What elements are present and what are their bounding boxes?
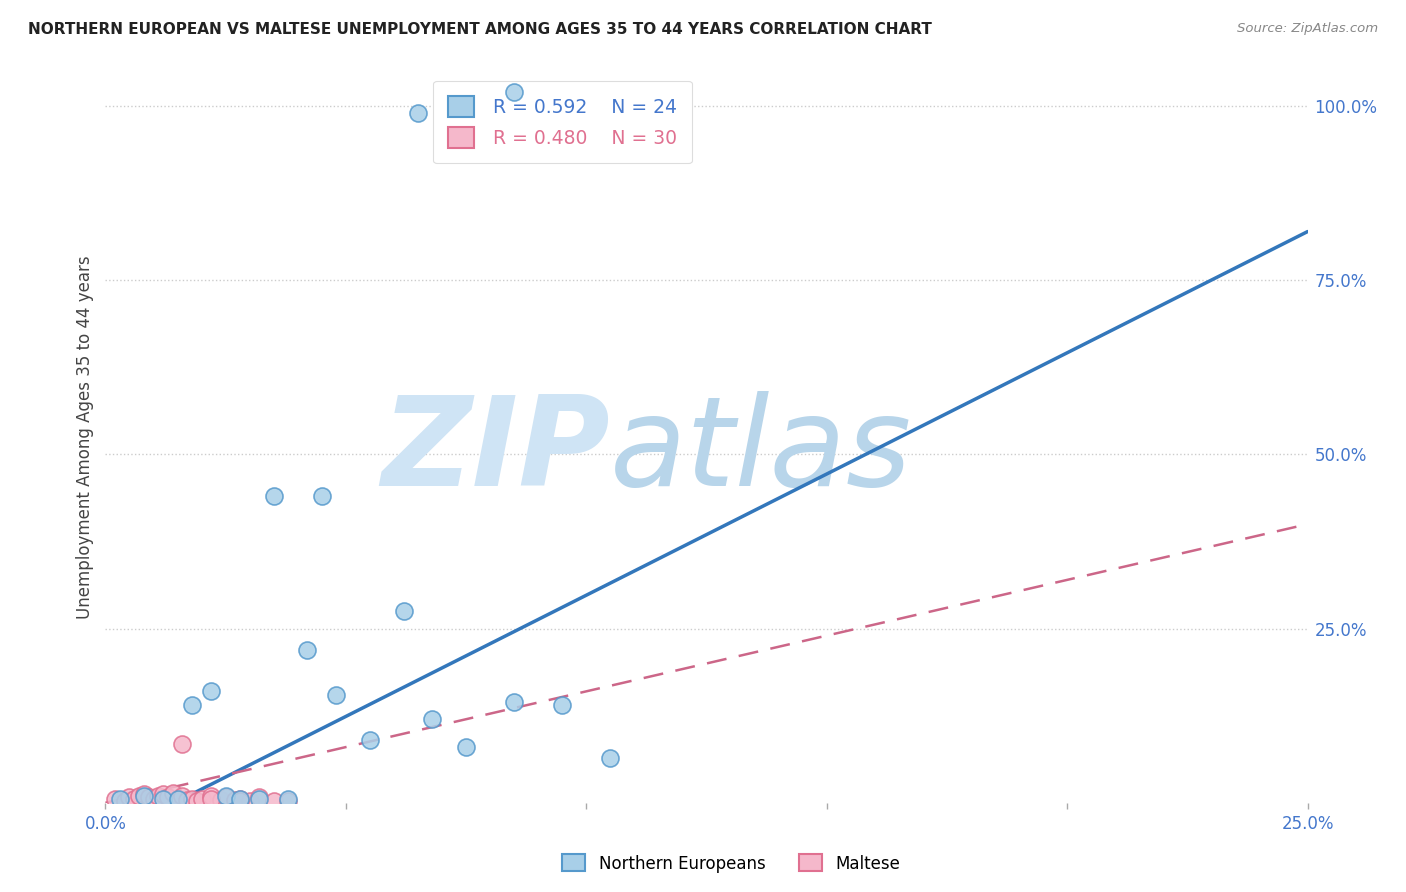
Point — [277, 794, 299, 808]
Point — [148, 789, 170, 803]
Point — [200, 791, 222, 805]
Point — [172, 789, 194, 803]
Point — [503, 85, 526, 99]
Y-axis label: Unemployment Among Ages 35 to 44 years: Unemployment Among Ages 35 to 44 years — [76, 255, 94, 619]
Point — [186, 794, 208, 808]
Point — [392, 604, 415, 618]
Point — [247, 790, 270, 805]
Point — [224, 793, 246, 807]
Point — [172, 737, 194, 751]
Point — [551, 698, 574, 713]
Point — [200, 684, 222, 698]
Point — [406, 106, 429, 120]
Point — [297, 642, 319, 657]
Point — [152, 788, 174, 802]
Point — [138, 790, 160, 805]
Point — [156, 790, 179, 805]
Point — [214, 790, 236, 805]
Point — [118, 790, 141, 805]
Text: Source: ZipAtlas.com: Source: ZipAtlas.com — [1237, 22, 1378, 36]
Point — [166, 794, 188, 808]
Point — [277, 792, 299, 806]
Point — [124, 791, 146, 805]
Point — [132, 788, 155, 802]
Point — [359, 733, 381, 747]
Point — [176, 793, 198, 807]
Point — [263, 794, 285, 808]
Point — [311, 489, 333, 503]
Point — [162, 786, 184, 800]
Point — [263, 489, 285, 503]
Point — [114, 794, 136, 808]
Point — [239, 794, 262, 808]
Point — [132, 789, 155, 803]
Point — [325, 688, 347, 702]
Legend: Northern Europeans, Maltese: Northern Europeans, Maltese — [555, 847, 907, 880]
Point — [454, 740, 477, 755]
Point — [422, 712, 444, 726]
Text: NORTHERN EUROPEAN VS MALTESE UNEMPLOYMENT AMONG AGES 35 TO 44 YEARS CORRELATION : NORTHERN EUROPEAN VS MALTESE UNEMPLOYMEN… — [28, 22, 932, 37]
Point — [181, 791, 204, 805]
Point — [599, 750, 621, 764]
Text: atlas: atlas — [610, 392, 912, 512]
Point — [200, 789, 222, 803]
Point — [229, 792, 252, 806]
Legend: R = 0.592    N = 24, R = 0.480    N = 30: R = 0.592 N = 24, R = 0.480 N = 30 — [433, 81, 692, 163]
Point — [503, 695, 526, 709]
Point — [181, 698, 204, 713]
Text: ZIP: ZIP — [381, 392, 610, 512]
Point — [190, 791, 212, 805]
Point — [229, 791, 252, 805]
Point — [247, 792, 270, 806]
Point — [152, 792, 174, 806]
Point — [142, 791, 165, 805]
Point — [209, 793, 232, 807]
Point — [104, 792, 127, 806]
Point — [166, 792, 188, 806]
Point — [229, 794, 252, 808]
Point — [108, 792, 131, 806]
Point — [214, 789, 236, 803]
Point — [128, 789, 150, 803]
